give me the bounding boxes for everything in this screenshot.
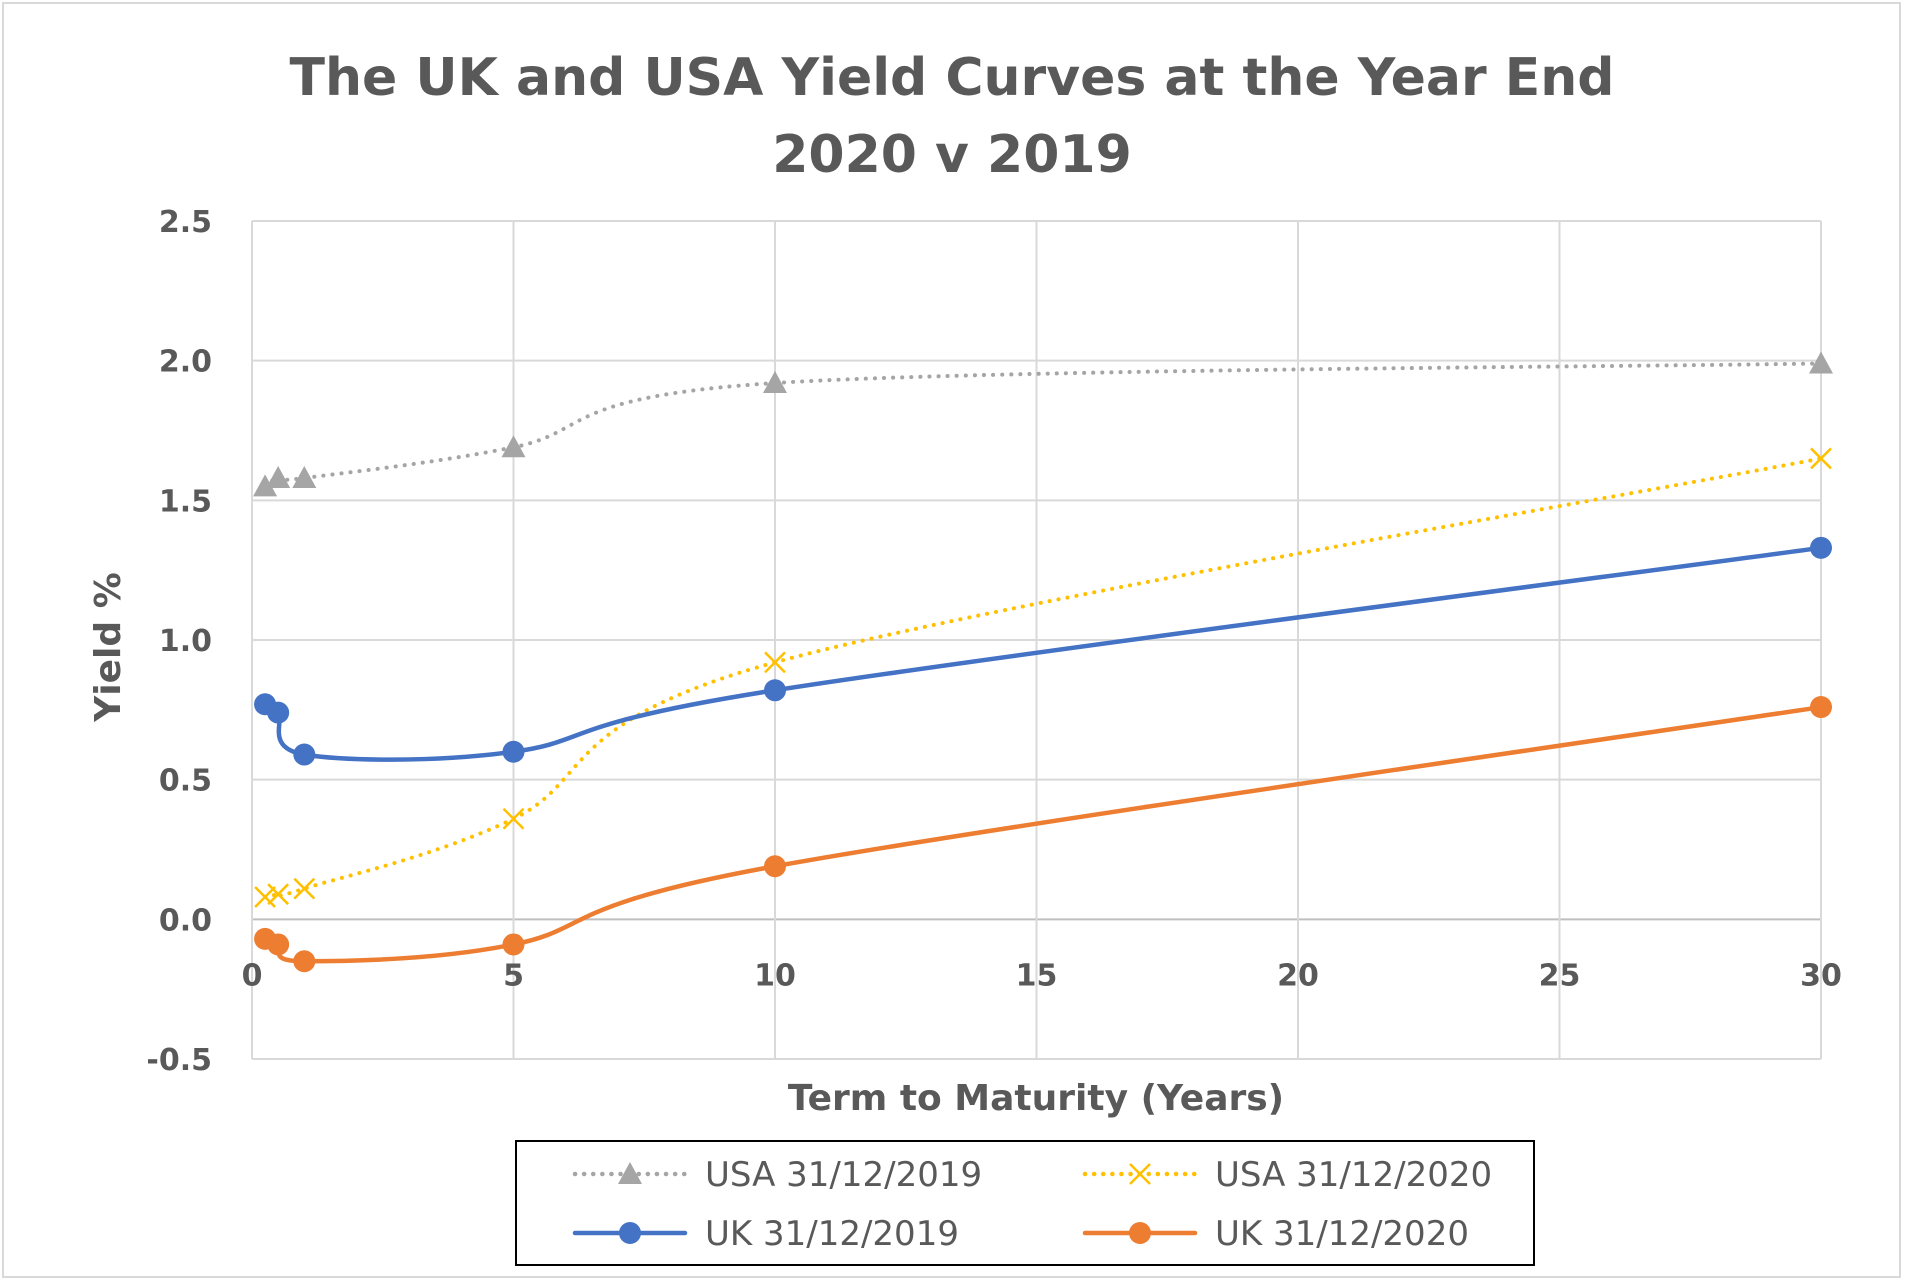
data-point — [764, 855, 786, 878]
legend-item: USA 31/12/2020 — [1082, 1155, 1492, 1195]
y-axis-title: Yield % — [88, 572, 129, 723]
legend-marker — [619, 1222, 641, 1244]
x-tick-label: 10 — [754, 958, 796, 993]
x-tick-label: 20 — [1277, 958, 1319, 993]
x-tick-label: 0 — [242, 958, 263, 993]
data-point — [293, 950, 316, 973]
series-line — [263, 456, 1823, 899]
data-point — [502, 807, 525, 830]
data-point — [502, 740, 525, 763]
x-tick-label: 25 — [1539, 958, 1581, 993]
chart-title-line-1: The UK and USA Yield Curves at the Year … — [290, 48, 1615, 108]
data-point — [267, 933, 290, 956]
y-tick-label: 0.0 — [159, 903, 212, 938]
data-point — [501, 435, 526, 458]
legend-box — [515, 1140, 1535, 1266]
data-point — [254, 886, 276, 908]
x-tick-label: 15 — [1016, 958, 1058, 993]
series-usa-31-12-2020 — [254, 447, 1832, 908]
legend-item: USA 31/12/2019 — [572, 1155, 982, 1195]
data-point — [267, 701, 290, 724]
legend-label: USA 31/12/2019 — [705, 1155, 982, 1195]
x-axis-title: Term to Maturity (Years) — [788, 1078, 1284, 1119]
y-tick-label: 2.0 — [159, 345, 212, 380]
legend-label: USA 31/12/2020 — [1215, 1155, 1492, 1195]
data-point — [292, 465, 317, 488]
gridlines — [251, 220, 1822, 1060]
series-usa-31-12-2019 — [253, 351, 1833, 497]
series-line — [263, 361, 1823, 489]
data-point — [764, 679, 786, 702]
y-tick-label: 1.5 — [159, 484, 212, 519]
legend-marker — [618, 1162, 642, 1184]
series-uk-31-12-2020 — [254, 696, 1832, 973]
legend-item: UK 31/12/2019 — [572, 1214, 959, 1254]
data-point — [764, 651, 786, 674]
data-point — [253, 474, 278, 497]
legend: USA 31/12/2019 USA 31/12/2020 UK 31/12/201… — [515, 1140, 1535, 1266]
data-point — [1810, 536, 1832, 559]
legend-label: UK 31/12/2020 — [1215, 1214, 1469, 1254]
chart-title-line-2: 2020 v 2019 — [772, 125, 1132, 185]
data-point — [293, 877, 316, 900]
legend-marker — [1129, 1222, 1151, 1244]
series-layer — [253, 351, 1833, 973]
y-tick-label: -0.5 — [146, 1043, 212, 1078]
legend-marker — [1129, 1163, 1151, 1185]
y-tick-label: 2.5 — [159, 205, 212, 240]
tick-labels: -0.5 0.0 0.5 1.0 1.5 2.0 2.5 0 5 10 15 20 25 30 — [146, 205, 1841, 1078]
data-point — [502, 933, 525, 956]
legend-label: UK 31/12/2019 — [705, 1214, 959, 1254]
x-tick-label: 5 — [503, 958, 524, 993]
legend-item: UK 31/12/2020 — [1082, 1214, 1469, 1254]
data-point — [763, 371, 787, 394]
data-point — [266, 465, 291, 488]
series-uk-31-12-2019 — [254, 536, 1832, 766]
data-point — [267, 883, 290, 906]
y-tick-label: 0.5 — [159, 764, 212, 799]
data-point — [1810, 447, 1832, 470]
data-point — [1809, 351, 1833, 374]
x-tick-label: 30 — [1800, 958, 1842, 993]
series-line — [262, 545, 1824, 762]
y-tick-label: 1.0 — [159, 624, 212, 659]
series-line — [262, 704, 1824, 964]
data-point — [1810, 696, 1832, 719]
data-point — [293, 743, 316, 766]
